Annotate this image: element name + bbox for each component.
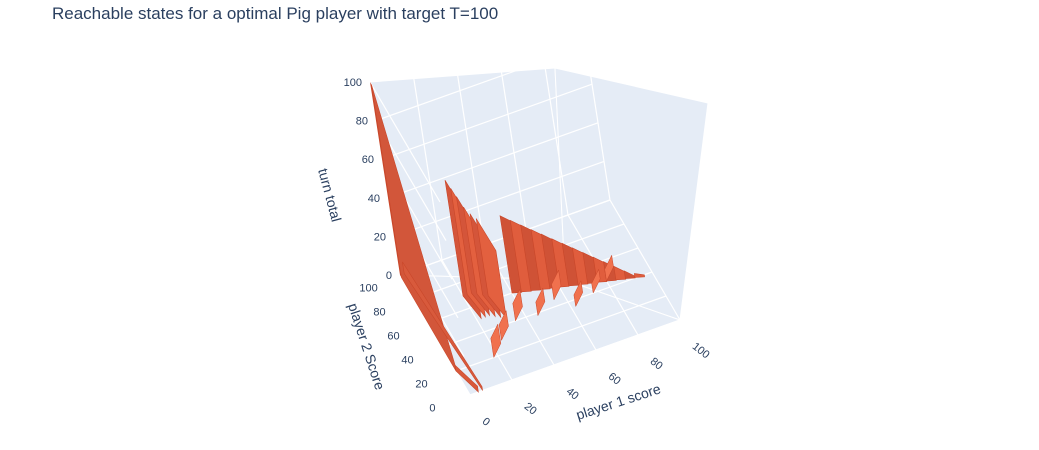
- surface-bump: [535, 287, 546, 317]
- surface-bump: [551, 269, 562, 301]
- x-tick-label: 100: [690, 341, 712, 362]
- grid-line-z: [369, 6, 581, 83]
- surface-wall-edge: [370, 82, 402, 278]
- surface-wall: [623, 270, 636, 279]
- x-tick-label: 20: [522, 401, 539, 418]
- y-tick-label: 100: [359, 283, 377, 295]
- surface-bump: [591, 268, 601, 294]
- z-tick-label: 100: [344, 77, 362, 89]
- surface-bump: [498, 309, 509, 342]
- y-tick-label: 60: [387, 331, 399, 343]
- y-tick-label: 20: [415, 379, 427, 391]
- surface-bump: [490, 323, 502, 359]
- surface-wall: [633, 273, 645, 278]
- grid-line-y: [455, 295, 667, 372]
- x-tick-label: 80: [648, 356, 665, 373]
- surface-strips: [370, 82, 645, 393]
- z-tick-label: 20: [374, 231, 386, 243]
- z-tick-label: 40: [368, 193, 380, 205]
- surface-wall: [499, 215, 523, 294]
- grid-line-z: [393, 160, 605, 237]
- z-tick-label: 60: [362, 154, 374, 166]
- surface-bump: [604, 254, 614, 282]
- surface-wall: [454, 364, 479, 393]
- surface-bump: [512, 288, 523, 322]
- surface-wall: [613, 265, 627, 281]
- grid-line-y: [441, 271, 653, 348]
- x-axis-title: player 1 score: [574, 380, 663, 422]
- x-tick-label: 40: [564, 386, 581, 403]
- surface-wall: [509, 219, 532, 293]
- surface-wall: [520, 224, 542, 291]
- z-axis-title: turn total: [315, 167, 345, 224]
- y-tick-label: 80: [373, 307, 385, 319]
- z-tick-label: 0: [386, 270, 392, 282]
- grid-line-z: [387, 122, 599, 199]
- x-tick-label: 60: [606, 371, 623, 388]
- grid-line-z: [381, 83, 593, 160]
- y-tick-label: 40: [401, 355, 413, 367]
- grid-line-z-left: [369, 81, 441, 203]
- grid-line-z: [375, 45, 587, 122]
- chart-title: Reachable states for a optimal Pig playe…: [52, 4, 499, 23]
- surface-wall: [530, 229, 551, 290]
- grid-line-y: [469, 319, 681, 396]
- surface-wall: [402, 261, 483, 391]
- surface-wall: [572, 247, 589, 285]
- z-tick-label: 80: [356, 116, 368, 128]
- surface-bump: [573, 279, 583, 308]
- surface-wall: [551, 238, 570, 288]
- x-tick-label: 0: [480, 416, 492, 429]
- y-tick-label: 0: [429, 403, 435, 415]
